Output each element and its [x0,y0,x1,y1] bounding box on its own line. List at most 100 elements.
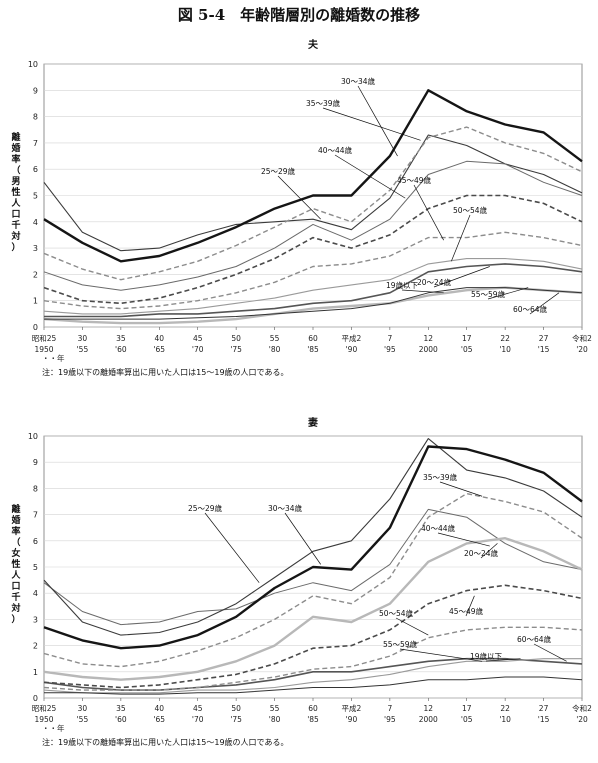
x-tick-label-year: '70 [192,345,204,354]
x-tick-label: 昭和25 [32,704,57,713]
series-label: 55～59歳 [471,289,506,299]
x-tick-label: 令和2 [572,703,592,713]
label-leader [413,184,444,241]
y-tick-label: 9 [33,86,38,95]
label-leader [465,595,475,617]
series-line [43,626,583,691]
chart-title: 夫 [307,38,319,51]
husband-chart: 012345678910夫離婚率（男性人口千対）昭和25195030'5535'… [10,38,592,377]
x-tick-label: 27 [539,334,549,343]
series-line [43,438,583,636]
series-label: 50～54歳 [379,608,414,618]
x-tick-label: 平成2 [342,333,362,343]
series-line [43,286,583,325]
x-tick-label-year: '80 [269,715,281,724]
x-tick-label: 55 [270,334,280,343]
x-tick-label-year: '85 [307,715,319,724]
x-tick-label-year: 2000 [419,715,438,724]
series-label: 25～29歳 [188,503,223,513]
series-label: 30～34歳 [268,503,303,513]
series-line [43,258,583,315]
x-tick-label: 27 [539,704,549,713]
series-line [43,584,583,689]
x-tick-label-year: '15 [538,345,550,354]
y-tick-label: 2 [33,642,38,651]
x-tick-label: 40 [155,704,165,713]
y-axis-label: 離婚率（女性人口千対） [10,503,21,625]
x-tick-label: 45 [193,334,203,343]
x-tick-label-year: '95 [384,715,396,724]
series-label: 35～39歳 [306,98,341,108]
label-leader [284,512,321,565]
y-tick-label: 6 [33,537,38,546]
label-leader [485,658,521,662]
x-tick-label: 22 [500,704,510,713]
x-tick-label: 平成2 [342,703,362,713]
x-tick-label: 60 [308,704,318,713]
series-line [43,134,583,252]
series-label: 50～54歳 [453,205,488,215]
x-tick-label: 17 [462,334,472,343]
series-label: 60～64歳 [513,304,548,314]
x-tick-label-year: '20 [576,715,588,724]
y-tick-label: 0 [33,323,38,332]
series-line [43,508,583,626]
y-tick-label: 4 [33,589,38,598]
y-tick-label: 6 [33,165,38,174]
y-tick-label: 4 [33,218,38,227]
x-tick-label-year: '90 [346,345,358,354]
label-leader [487,287,529,300]
x-axis-unit: ・・年 [42,723,65,733]
label-leader [439,481,483,497]
label-leader [204,512,260,583]
x-tick-label: 55 [270,704,280,713]
x-tick-label: 22 [500,334,510,343]
y-tick-label: 1 [33,297,38,306]
x-tick-label-year: '55 [77,345,89,354]
x-tick-label: 35 [116,704,126,713]
x-tick-label-year: '85 [307,345,319,354]
label-leader [357,85,398,157]
x-tick-label-year: '65 [153,345,165,354]
x-tick-label: 35 [116,334,126,343]
y-tick-label: 0 [33,694,38,703]
y-tick-label: 8 [33,113,38,122]
series-label: 60～64歳 [517,634,552,644]
series-line [43,537,583,681]
y-tick-label: 3 [33,244,38,253]
x-tick-label-year: '10 [499,715,511,724]
x-tick-label-year: '05 [461,345,473,354]
x-tick-label: 7 [387,704,392,713]
x-tick-label: 昭和25 [32,334,57,343]
series-line [43,492,583,668]
series-line [43,89,583,263]
series-line [43,160,583,291]
label-leader [322,107,421,141]
x-tick-label-year: '65 [153,715,165,724]
y-tick-label: 5 [33,192,38,201]
series-line [44,676,583,695]
label-leader [395,617,429,636]
x-tick-label: 令和2 [572,333,592,343]
x-tick-label-year: '75 [230,715,242,724]
y-tick-label: 8 [33,484,38,493]
label-leader [399,648,483,662]
series-label: 40～44歳 [318,145,353,155]
series-label: 25～29歳 [261,166,296,176]
y-tick-label: 5 [33,563,38,572]
chart-note: 注：19歳以下の離婚率算出に用いた人口は15～19歳の人口である。 [42,737,288,747]
series-line [43,194,583,305]
x-tick-label-year: '90 [346,715,358,724]
x-tick-label-year: 2000 [419,345,438,354]
series-line [43,445,583,650]
label-leader [533,643,567,662]
y-tick-label: 7 [33,511,38,520]
x-tick-label-year: '15 [538,715,550,724]
label-leader [480,543,498,559]
series-label: 40～44歳 [421,523,456,533]
y-tick-label: 7 [33,139,38,148]
x-tick-label-year: '05 [461,715,473,724]
series-label: 19歳以下 [470,651,503,661]
x-tick-label: 45 [193,704,203,713]
figure-title: 図 5-4 年齢階層別の離婚数の推移 [177,6,421,24]
